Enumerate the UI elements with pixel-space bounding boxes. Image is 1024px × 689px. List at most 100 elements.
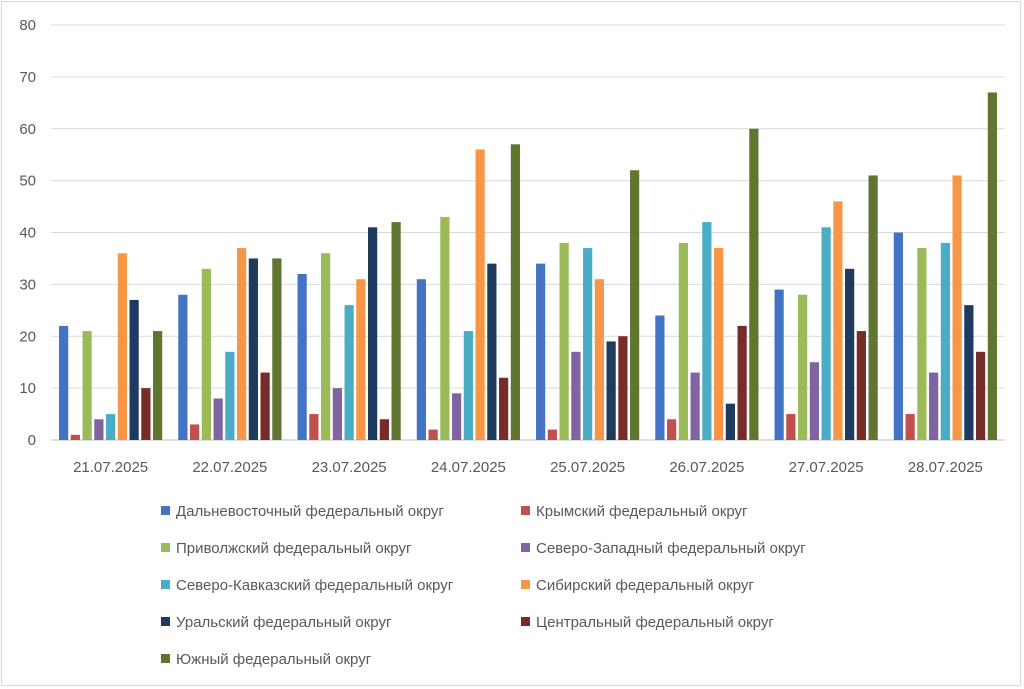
bar	[725, 403, 735, 440]
x-tick-label: 24.07.2025	[431, 459, 506, 476]
bar	[559, 242, 569, 440]
bar	[630, 170, 640, 440]
y-tick-label: 40	[19, 225, 36, 242]
legend-swatch	[161, 543, 170, 552]
bar	[248, 258, 258, 440]
bar	[655, 315, 665, 440]
legend-label: Приволжский федеральный округ	[176, 540, 412, 557]
bar	[190, 424, 200, 440]
bar	[201, 268, 211, 440]
bar	[905, 414, 915, 440]
bar	[809, 362, 819, 440]
bar	[774, 289, 784, 440]
bar	[571, 351, 581, 440]
bar	[786, 414, 796, 440]
bar	[237, 248, 247, 440]
bar	[917, 248, 927, 440]
bar	[129, 299, 139, 440]
bar	[487, 263, 497, 440]
y-tick-label: 30	[19, 276, 36, 293]
bar	[117, 253, 127, 440]
bar	[332, 388, 342, 440]
bar	[297, 274, 307, 440]
legend-label: Северо-Западный федеральный округ	[536, 540, 806, 557]
y-tick-label: 80	[19, 17, 36, 34]
bar	[70, 434, 80, 440]
bar	[940, 242, 950, 440]
legend-swatch	[161, 617, 170, 626]
bar	[94, 419, 104, 440]
bar	[952, 175, 962, 440]
bar	[344, 305, 354, 440]
bar	[690, 372, 700, 440]
bar	[463, 331, 473, 440]
x-tick-label: 26.07.2025	[669, 459, 744, 476]
y-tick-label: 60	[19, 121, 36, 138]
y-tick-label: 50	[19, 173, 36, 190]
bar	[833, 201, 843, 440]
bar	[59, 325, 69, 440]
bar	[391, 222, 401, 440]
bar	[845, 268, 855, 440]
bar	[964, 305, 974, 440]
bar	[976, 351, 986, 440]
legend-swatch	[521, 580, 530, 589]
bar	[547, 429, 557, 440]
y-tick-label: 20	[19, 328, 36, 345]
legend-item: Центральный федеральный округ	[521, 614, 774, 631]
bar	[606, 341, 616, 440]
bar	[510, 144, 520, 440]
bar	[714, 248, 724, 440]
x-tick-label: 27.07.2025	[789, 459, 864, 476]
y-tick-label: 70	[19, 69, 36, 86]
bar	[440, 216, 450, 440]
bar	[178, 294, 188, 440]
bar	[272, 258, 282, 440]
legend-label: Уральский федеральный округ	[176, 614, 392, 631]
bar	[583, 248, 593, 440]
legend-item: Северо-Западный федеральный округ	[521, 540, 806, 557]
bar	[475, 149, 485, 440]
legend-swatch	[161, 654, 170, 663]
bar	[213, 398, 223, 440]
legend-label: Северо-Кавказский федеральный округ	[176, 577, 454, 594]
bar	[667, 419, 677, 440]
legend-label: Крымский федеральный округ	[536, 503, 748, 520]
bar	[499, 377, 509, 440]
bar	[618, 336, 628, 440]
bar	[141, 388, 151, 440]
bar	[260, 372, 270, 440]
legend-swatch	[161, 506, 170, 515]
legend-swatch	[521, 543, 530, 552]
x-tick-label: 23.07.2025	[312, 459, 387, 476]
legend-swatch	[161, 580, 170, 589]
x-tick-label: 28.07.2025	[908, 459, 983, 476]
legend-swatch	[521, 617, 530, 626]
bar	[153, 331, 163, 440]
bar	[356, 279, 366, 440]
bar	[321, 253, 331, 440]
legend-item: Крымский федеральный округ	[521, 503, 748, 520]
bar	[416, 279, 426, 440]
legend-item: Дальневосточный федеральный округ	[161, 503, 444, 520]
legend-item: Южный федеральный округ	[161, 651, 372, 668]
y-axis: 0 10 20 30 40 50 60 70 80	[19, 17, 36, 449]
bar	[821, 227, 831, 440]
legend-label: Центральный федеральный округ	[536, 614, 774, 631]
x-axis: 21.07.2025 22.07.2025 23.07.2025 24.07.2025…	[73, 459, 983, 476]
bar	[379, 419, 389, 440]
bar	[82, 331, 92, 440]
bars	[59, 92, 997, 440]
legend: Дальневосточный федеральный округ Крымски…	[161, 503, 806, 668]
legend-item: Северо-Кавказский федеральный округ	[161, 577, 454, 594]
bar	[678, 242, 688, 440]
bar	[868, 175, 878, 440]
bar	[225, 351, 235, 440]
legend-item: Сибирский федеральный округ	[521, 577, 754, 594]
bar	[106, 414, 116, 440]
y-tick-label: 10	[19, 380, 36, 397]
bar	[309, 414, 319, 440]
bar	[428, 429, 438, 440]
bar	[452, 393, 462, 440]
bar	[702, 222, 712, 440]
